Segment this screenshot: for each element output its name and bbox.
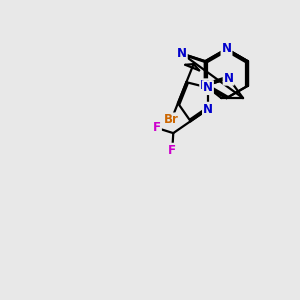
Text: N: N xyxy=(203,103,213,116)
Text: N: N xyxy=(221,42,232,56)
Text: F: F xyxy=(153,122,161,134)
Text: Br: Br xyxy=(164,113,179,126)
Text: N: N xyxy=(200,79,210,92)
Text: N: N xyxy=(224,72,234,85)
Text: N: N xyxy=(177,47,187,60)
Text: N: N xyxy=(203,81,213,94)
Text: F: F xyxy=(168,144,176,157)
